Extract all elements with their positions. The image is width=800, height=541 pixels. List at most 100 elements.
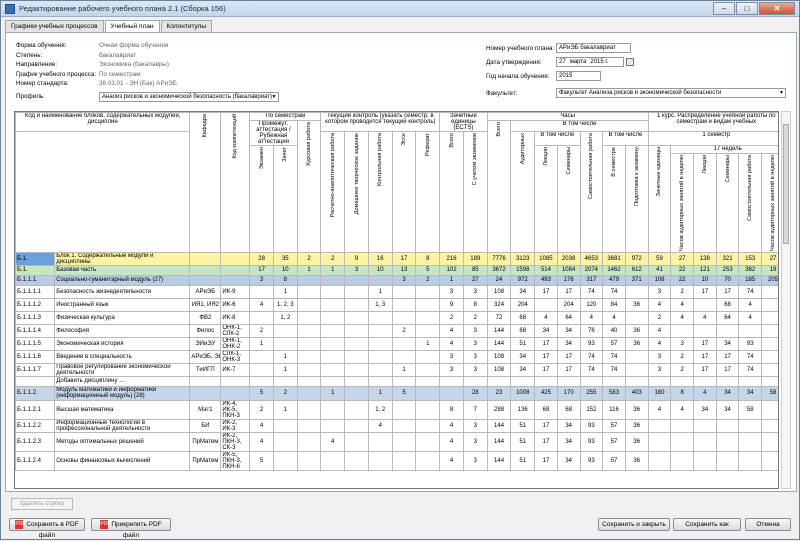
row-cell[interactable]: 34 bbox=[715, 399, 740, 420]
row-cell[interactable]: 68 bbox=[556, 399, 581, 420]
row-cell[interactable]: 5 bbox=[249, 385, 274, 401]
row-cell[interactable]: 17 bbox=[556, 362, 581, 377]
row-cell[interactable]: 36 bbox=[624, 297, 649, 312]
row-cell[interactable]: 36 bbox=[624, 418, 649, 433]
row-cell[interactable]: 74 bbox=[738, 349, 763, 364]
row-cell[interactable]: 4 bbox=[738, 310, 763, 325]
row-cell[interactable]: 121 bbox=[693, 264, 717, 276]
row-cell[interactable]: 2 bbox=[462, 310, 488, 325]
row-name[interactable]: Экономическая история bbox=[54, 336, 191, 351]
row-cell[interactable] bbox=[761, 362, 778, 377]
row-name[interactable]: Философия bbox=[54, 323, 191, 338]
row-cell[interactable] bbox=[391, 431, 417, 452]
row-cell[interactable] bbox=[647, 375, 672, 387]
row-cell[interactable]: 136 bbox=[510, 399, 536, 420]
row-cell[interactable] bbox=[391, 336, 417, 351]
row-cell[interactable]: 2 bbox=[647, 310, 672, 325]
table-row[interactable]: Б.1. Блок 1. Содержательные модули и дисц… bbox=[15, 251, 778, 266]
row-competence[interactable] bbox=[220, 274, 251, 286]
row-cell[interactable]: 93 bbox=[579, 450, 604, 471]
row-cell[interactable]: 3 bbox=[647, 349, 672, 364]
row-department[interactable]: ИЯ1, ИЯ2 bbox=[189, 297, 222, 312]
row-cell[interactable]: 1 bbox=[391, 362, 417, 377]
row-cell[interactable]: 2 bbox=[670, 349, 694, 364]
row-cell[interactable] bbox=[344, 418, 369, 433]
row-cell[interactable] bbox=[415, 310, 441, 325]
row-cell[interactable]: 4 bbox=[367, 418, 393, 433]
row-department[interactable] bbox=[189, 251, 222, 266]
row-cell[interactable] bbox=[320, 450, 346, 471]
row-cell[interactable] bbox=[296, 336, 322, 351]
row-cell[interactable] bbox=[693, 297, 717, 312]
row-cell[interactable] bbox=[344, 274, 369, 286]
row-cell[interactable] bbox=[415, 284, 441, 299]
row-cell[interactable]: 36 bbox=[624, 336, 649, 351]
row-cell[interactable]: 4 bbox=[249, 418, 274, 433]
row-cell[interactable] bbox=[439, 385, 464, 401]
row-department[interactable]: ТиИГП bbox=[189, 362, 222, 377]
row-cell[interactable]: 3 bbox=[462, 362, 488, 377]
row-code[interactable]: Б.1.1.2.2 bbox=[15, 418, 56, 433]
row-cell[interactable]: 34 bbox=[510, 362, 536, 377]
row-competence[interactable] bbox=[220, 251, 251, 266]
row-cell[interactable]: 17 bbox=[556, 284, 581, 299]
row-cell[interactable] bbox=[715, 431, 740, 452]
row-cell[interactable]: 185 bbox=[738, 274, 763, 286]
row-cell[interactable] bbox=[320, 297, 346, 312]
row-cell[interactable] bbox=[415, 385, 441, 401]
row-cell[interactable]: 1008 bbox=[510, 385, 536, 401]
row-cell[interactable] bbox=[534, 375, 558, 387]
table-row[interactable]: Б.1.1.1.7 Правовое регулирование экономич… bbox=[15, 362, 778, 377]
row-cell[interactable] bbox=[272, 375, 298, 387]
row-cell[interactable]: 2074 bbox=[579, 264, 604, 276]
row-cell[interactable] bbox=[391, 399, 417, 420]
row-cell[interactable] bbox=[249, 349, 274, 364]
row-cell[interactable]: 57 bbox=[602, 418, 626, 433]
row-cell[interactable] bbox=[344, 349, 369, 364]
row-department[interactable]: ПрМатем bbox=[189, 450, 222, 471]
row-cell[interactable]: 34 bbox=[534, 323, 558, 338]
row-cell[interactable]: 41 bbox=[647, 264, 672, 276]
row-cell[interactable]: 189 bbox=[462, 251, 488, 266]
row-cell[interactable]: 120 bbox=[579, 297, 604, 312]
row-cell[interactable] bbox=[761, 336, 778, 351]
row-cell[interactable] bbox=[761, 297, 778, 312]
row-cell[interactable]: 3681 bbox=[602, 251, 626, 266]
row-cell[interactable] bbox=[249, 310, 274, 325]
row-cell[interactable] bbox=[344, 323, 369, 338]
row-department[interactable]: ЭИиЭУ bbox=[189, 336, 222, 351]
row-cell[interactable] bbox=[761, 399, 778, 420]
row-cell[interactable]: 51 bbox=[510, 450, 536, 471]
row-cell[interactable]: 34 bbox=[715, 385, 740, 401]
row-cell[interactable] bbox=[715, 323, 740, 338]
row-cell[interactable]: 93 bbox=[579, 336, 604, 351]
row-cell[interactable]: 64 bbox=[556, 310, 581, 325]
row-name[interactable]: Методы оптимальных решений bbox=[54, 431, 191, 452]
row-cell[interactable]: 68 bbox=[510, 310, 536, 325]
row-cell[interactable] bbox=[249, 375, 274, 387]
row-cell[interactable] bbox=[761, 418, 778, 433]
row-competence[interactable]: ИК-8 bbox=[220, 310, 251, 325]
row-cell[interactable] bbox=[415, 431, 441, 452]
row-cell[interactable]: 74 bbox=[602, 349, 626, 364]
row-cell[interactable] bbox=[670, 450, 694, 471]
row-cell[interactable]: 57 bbox=[602, 431, 626, 452]
row-cell[interactable]: 17 bbox=[534, 418, 558, 433]
row-cell[interactable]: 2 bbox=[391, 323, 417, 338]
row-cell[interactable] bbox=[693, 418, 717, 433]
row-cell[interactable]: 17 bbox=[534, 336, 558, 351]
row-cell[interactable]: 1 bbox=[439, 274, 464, 286]
row-cell[interactable]: 3 bbox=[462, 284, 488, 299]
delete-row-button[interactable]: Удалить строку bbox=[11, 498, 73, 510]
row-cell[interactable] bbox=[296, 297, 322, 312]
row-code[interactable]: Б.1.1.1.1 bbox=[15, 284, 56, 299]
profile-select[interactable]: Анализ рисков и экономической безопаснос… bbox=[99, 91, 279, 102]
row-cell[interactable]: 7776 bbox=[486, 251, 512, 266]
row-cell[interactable]: 4 bbox=[439, 450, 464, 471]
row-cell[interactable]: 1 bbox=[296, 264, 322, 276]
row-cell[interactable]: 24 bbox=[486, 274, 512, 286]
row-cell[interactable] bbox=[320, 336, 346, 351]
row-cell[interactable]: 17 bbox=[391, 251, 417, 266]
row-cell[interactable]: 59 bbox=[647, 251, 672, 266]
row-cell[interactable]: 72 bbox=[486, 310, 512, 325]
